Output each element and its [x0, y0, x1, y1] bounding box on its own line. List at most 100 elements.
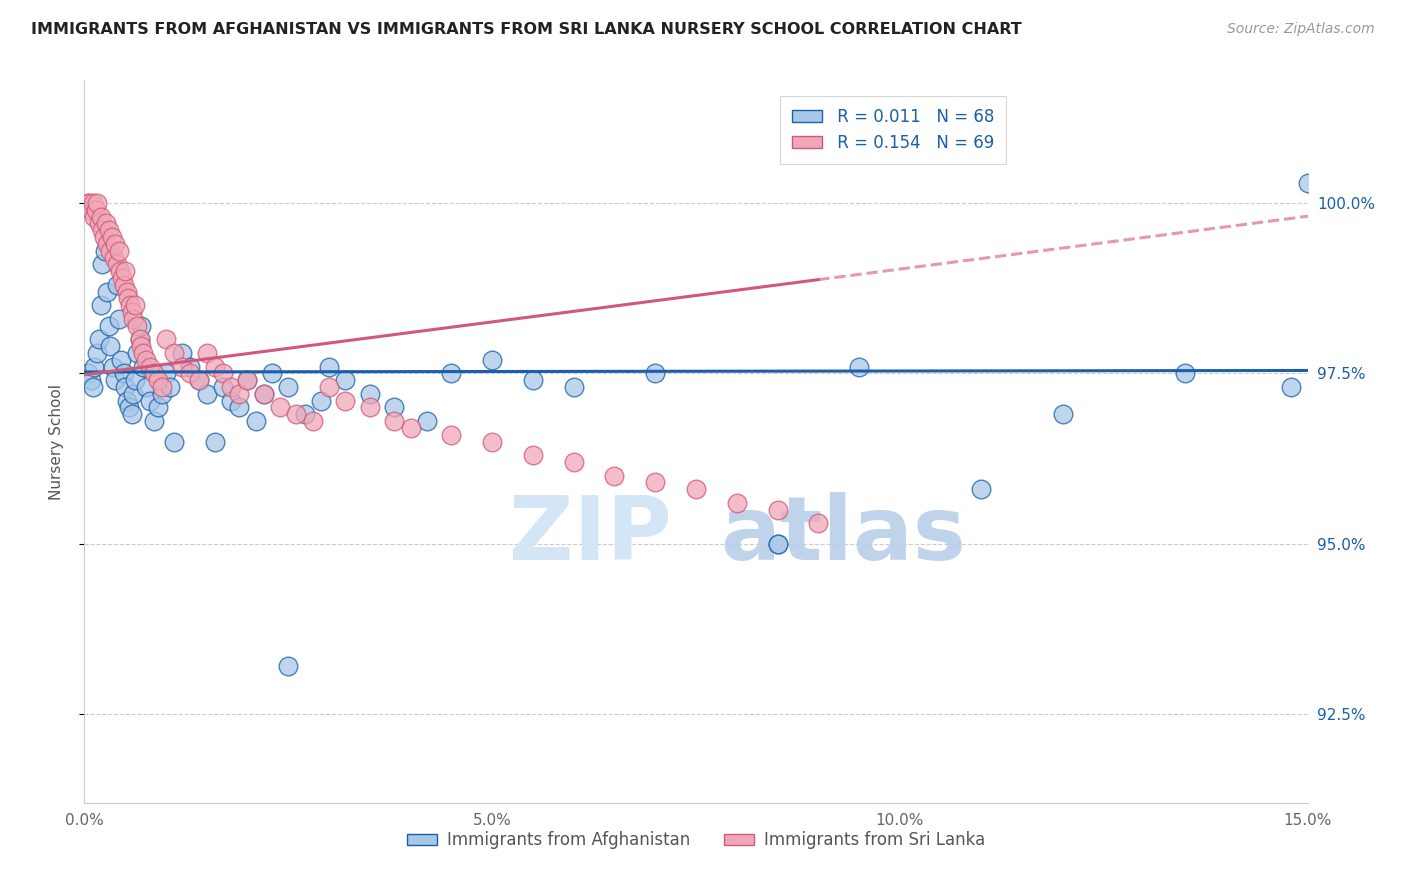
- Point: [77, 367, 100, 381]
- Point: [228, 387, 250, 401]
- Point: [121, 407, 143, 421]
- Point: [91, 223, 114, 237]
- Point: [335, 373, 357, 387]
- Point: [100, 339, 122, 353]
- Point: [195, 346, 218, 360]
- Point: [127, 346, 149, 360]
- Point: [1174, 367, 1197, 381]
- Point: [172, 359, 194, 374]
- Text: IMMIGRANTS FROM AFGHANISTAN VS IMMIGRANTS FROM SRI LANKA NURSERY SCHOOL CORRELAT: IMMIGRANTS FROM AFGHANISTAN VS IMMIGRANT…: [31, 22, 1022, 37]
- Point: [146, 373, 169, 387]
- Point: [766, 502, 789, 516]
- Point: [90, 298, 112, 312]
- Point: [766, 537, 789, 551]
- Point: [97, 318, 120, 333]
- Point: [127, 318, 149, 333]
- Point: [114, 380, 136, 394]
- Y-axis label: Nursery School: Nursery School: [49, 384, 63, 500]
- Point: [84, 202, 107, 217]
- Point: [115, 393, 138, 408]
- Point: [100, 244, 122, 258]
- Point: [236, 373, 259, 387]
- Point: [269, 401, 291, 415]
- Point: [86, 346, 108, 360]
- Point: [187, 373, 209, 387]
- Point: [87, 216, 110, 230]
- Point: [725, 496, 748, 510]
- Point: [1279, 380, 1302, 394]
- Point: [103, 251, 125, 265]
- Point: [1296, 176, 1319, 190]
- Point: [82, 380, 104, 394]
- Point: [122, 387, 145, 401]
- Point: [204, 434, 226, 449]
- Point: [104, 373, 127, 387]
- Point: [138, 393, 160, 408]
- Point: [142, 414, 165, 428]
- Point: [219, 393, 242, 408]
- Point: [150, 387, 173, 401]
- Point: [146, 401, 169, 415]
- Point: [253, 387, 276, 401]
- Point: [124, 298, 146, 312]
- Point: [138, 359, 160, 374]
- Point: [155, 367, 177, 381]
- Point: [481, 434, 503, 449]
- Point: [807, 516, 830, 531]
- Point: [228, 401, 250, 415]
- Point: [86, 196, 108, 211]
- Point: [212, 380, 235, 394]
- Point: [93, 244, 115, 258]
- Point: [104, 236, 127, 251]
- Point: [416, 414, 439, 428]
- Point: [562, 455, 585, 469]
- Point: [131, 318, 153, 333]
- Point: [219, 380, 242, 394]
- Point: [80, 373, 103, 387]
- Legend: Immigrants from Afghanistan, Immigrants from Sri Lanka: Immigrants from Afghanistan, Immigrants …: [401, 824, 991, 856]
- Point: [440, 367, 463, 381]
- Point: [107, 244, 129, 258]
- Point: [76, 196, 98, 211]
- Point: [318, 359, 340, 374]
- Point: [122, 311, 145, 326]
- Point: [644, 367, 666, 381]
- Point: [335, 393, 357, 408]
- Point: [110, 352, 132, 367]
- Point: [603, 468, 626, 483]
- Point: [644, 475, 666, 490]
- Point: [124, 373, 146, 387]
- Point: [111, 271, 134, 285]
- Point: [399, 421, 422, 435]
- Point: [212, 367, 235, 381]
- Point: [253, 387, 276, 401]
- Point: [440, 427, 463, 442]
- Point: [93, 230, 115, 244]
- Point: [163, 434, 186, 449]
- Point: [83, 359, 105, 374]
- Point: [135, 352, 157, 367]
- Point: [101, 359, 124, 374]
- Point: [848, 359, 870, 374]
- Point: [87, 332, 110, 346]
- Point: [970, 482, 993, 496]
- Point: [101, 230, 124, 244]
- Point: [382, 401, 405, 415]
- Point: [150, 380, 173, 394]
- Point: [179, 359, 201, 374]
- Point: [90, 210, 112, 224]
- Point: [131, 339, 153, 353]
- Point: [128, 332, 150, 346]
- Point: [522, 448, 544, 462]
- Point: [128, 332, 150, 346]
- Point: [118, 298, 141, 312]
- Point: [142, 367, 165, 381]
- Point: [159, 380, 181, 394]
- Point: [318, 380, 340, 394]
- Point: [172, 346, 194, 360]
- Point: [481, 352, 503, 367]
- Point: [110, 264, 132, 278]
- Point: [187, 373, 209, 387]
- Point: [117, 292, 139, 306]
- Point: [1052, 407, 1074, 421]
